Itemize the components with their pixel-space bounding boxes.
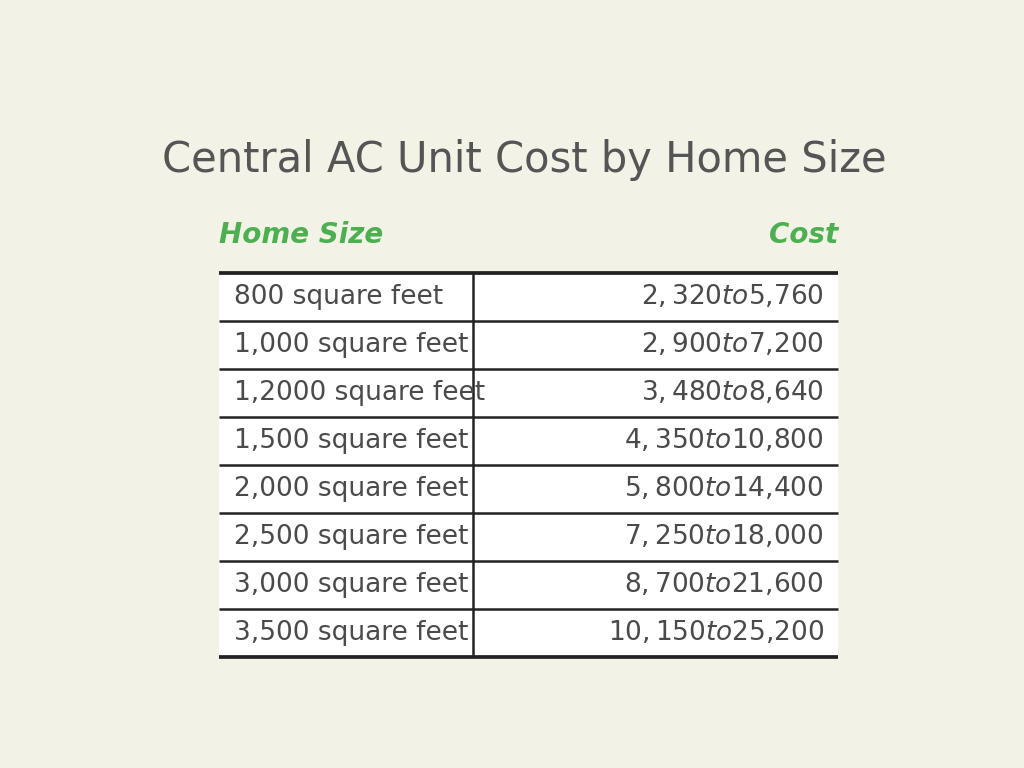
Text: $8,700 to $21,600: $8,700 to $21,600 <box>625 571 824 598</box>
Bar <box>219 273 839 657</box>
Text: $2,900 to $7,200: $2,900 to $7,200 <box>641 331 824 358</box>
Text: $10,150 to $25,200: $10,150 to $25,200 <box>607 619 824 647</box>
Text: $7,250 to $18,000: $7,250 to $18,000 <box>625 523 824 551</box>
Text: $5,800 to $14,400: $5,800 to $14,400 <box>625 475 824 502</box>
Text: 800 square feet: 800 square feet <box>233 283 442 310</box>
Text: 1,2000 square feet: 1,2000 square feet <box>233 379 484 406</box>
Text: Central AC Unit Cost by Home Size: Central AC Unit Cost by Home Size <box>163 140 887 181</box>
Text: Cost: Cost <box>769 221 839 249</box>
Text: 1,500 square feet: 1,500 square feet <box>233 428 468 454</box>
Text: 3,000 square feet: 3,000 square feet <box>233 572 468 598</box>
Text: 2,000 square feet: 2,000 square feet <box>233 475 468 502</box>
Text: 1,000 square feet: 1,000 square feet <box>233 332 468 358</box>
Text: Home Size: Home Size <box>219 221 384 249</box>
Text: $4,350 to $10,800: $4,350 to $10,800 <box>625 427 824 454</box>
Text: 3,500 square feet: 3,500 square feet <box>233 620 468 646</box>
Text: $2,320 to $5,760: $2,320 to $5,760 <box>641 283 824 310</box>
Text: $3,480 to $8,640: $3,480 to $8,640 <box>641 379 824 406</box>
Text: 2,500 square feet: 2,500 square feet <box>233 524 468 550</box>
